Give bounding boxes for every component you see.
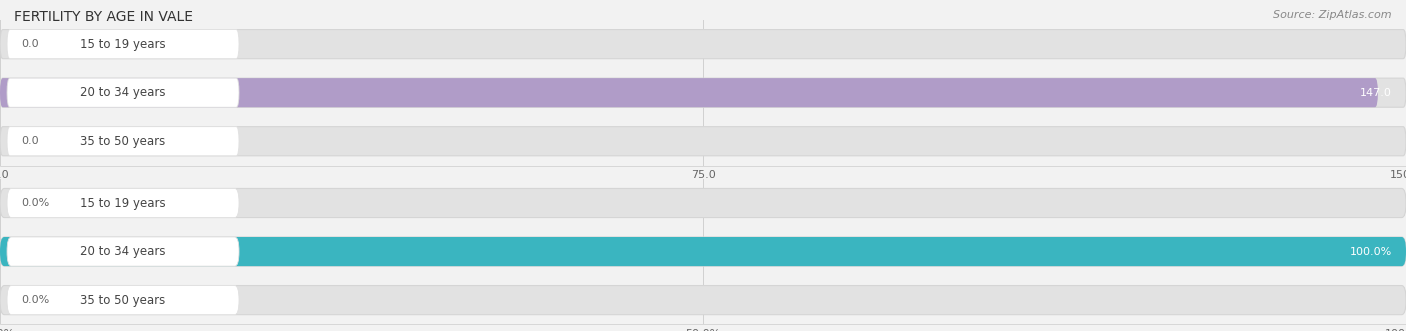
Text: 147.0: 147.0	[1360, 88, 1392, 98]
FancyBboxPatch shape	[7, 78, 239, 107]
Text: 15 to 19 years: 15 to 19 years	[80, 197, 166, 210]
FancyBboxPatch shape	[7, 29, 239, 59]
FancyBboxPatch shape	[0, 286, 1406, 315]
Text: 15 to 19 years: 15 to 19 years	[80, 38, 166, 51]
FancyBboxPatch shape	[7, 237, 239, 266]
FancyBboxPatch shape	[7, 127, 239, 156]
Text: 35 to 50 years: 35 to 50 years	[80, 135, 166, 148]
Text: 0.0: 0.0	[21, 136, 39, 146]
Text: 0.0: 0.0	[21, 39, 39, 49]
FancyBboxPatch shape	[7, 286, 239, 315]
FancyBboxPatch shape	[0, 78, 1378, 107]
Text: 0.0%: 0.0%	[21, 198, 49, 208]
Text: 100.0%: 100.0%	[1350, 247, 1392, 257]
Text: 20 to 34 years: 20 to 34 years	[80, 245, 166, 258]
FancyBboxPatch shape	[0, 78, 1406, 107]
Text: 35 to 50 years: 35 to 50 years	[80, 294, 166, 307]
Text: FERTILITY BY AGE IN VALE: FERTILITY BY AGE IN VALE	[14, 10, 193, 24]
FancyBboxPatch shape	[0, 237, 1406, 266]
FancyBboxPatch shape	[0, 127, 1406, 156]
FancyBboxPatch shape	[7, 188, 239, 217]
Text: Source: ZipAtlas.com: Source: ZipAtlas.com	[1274, 10, 1392, 20]
FancyBboxPatch shape	[0, 29, 1406, 59]
Text: 0.0%: 0.0%	[21, 295, 49, 305]
FancyBboxPatch shape	[0, 237, 1406, 266]
FancyBboxPatch shape	[0, 188, 1406, 217]
Text: 20 to 34 years: 20 to 34 years	[80, 86, 166, 99]
